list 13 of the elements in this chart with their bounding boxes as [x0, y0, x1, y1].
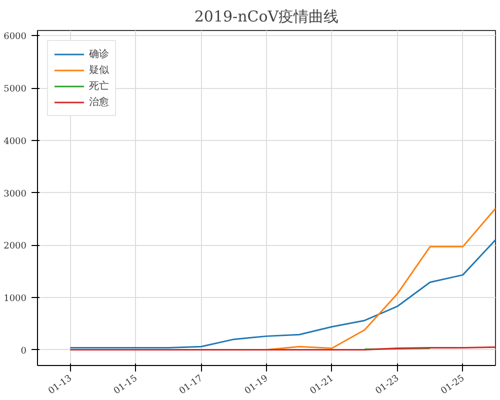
- y-tick-label: 2000: [4, 242, 27, 252]
- line-series: [69, 239, 496, 348]
- y-tick-label: 5000: [4, 84, 27, 95]
- y-tick-label: 6000: [4, 32, 27, 42]
- legend-label: 死亡: [89, 80, 109, 93]
- y-tick-label: 1000: [4, 294, 27, 304]
- legend-label: 疑似: [89, 64, 109, 77]
- y-tick-label: 3000: [4, 189, 27, 200]
- y-tick-label: 0: [20, 346, 27, 356]
- legend-label: 治愈: [89, 96, 109, 109]
- legend-label: 确诊: [89, 48, 109, 61]
- chart-title: 2019-nCoV疫情曲线: [194, 8, 339, 26]
- y-tick-label: 4000: [4, 136, 27, 147]
